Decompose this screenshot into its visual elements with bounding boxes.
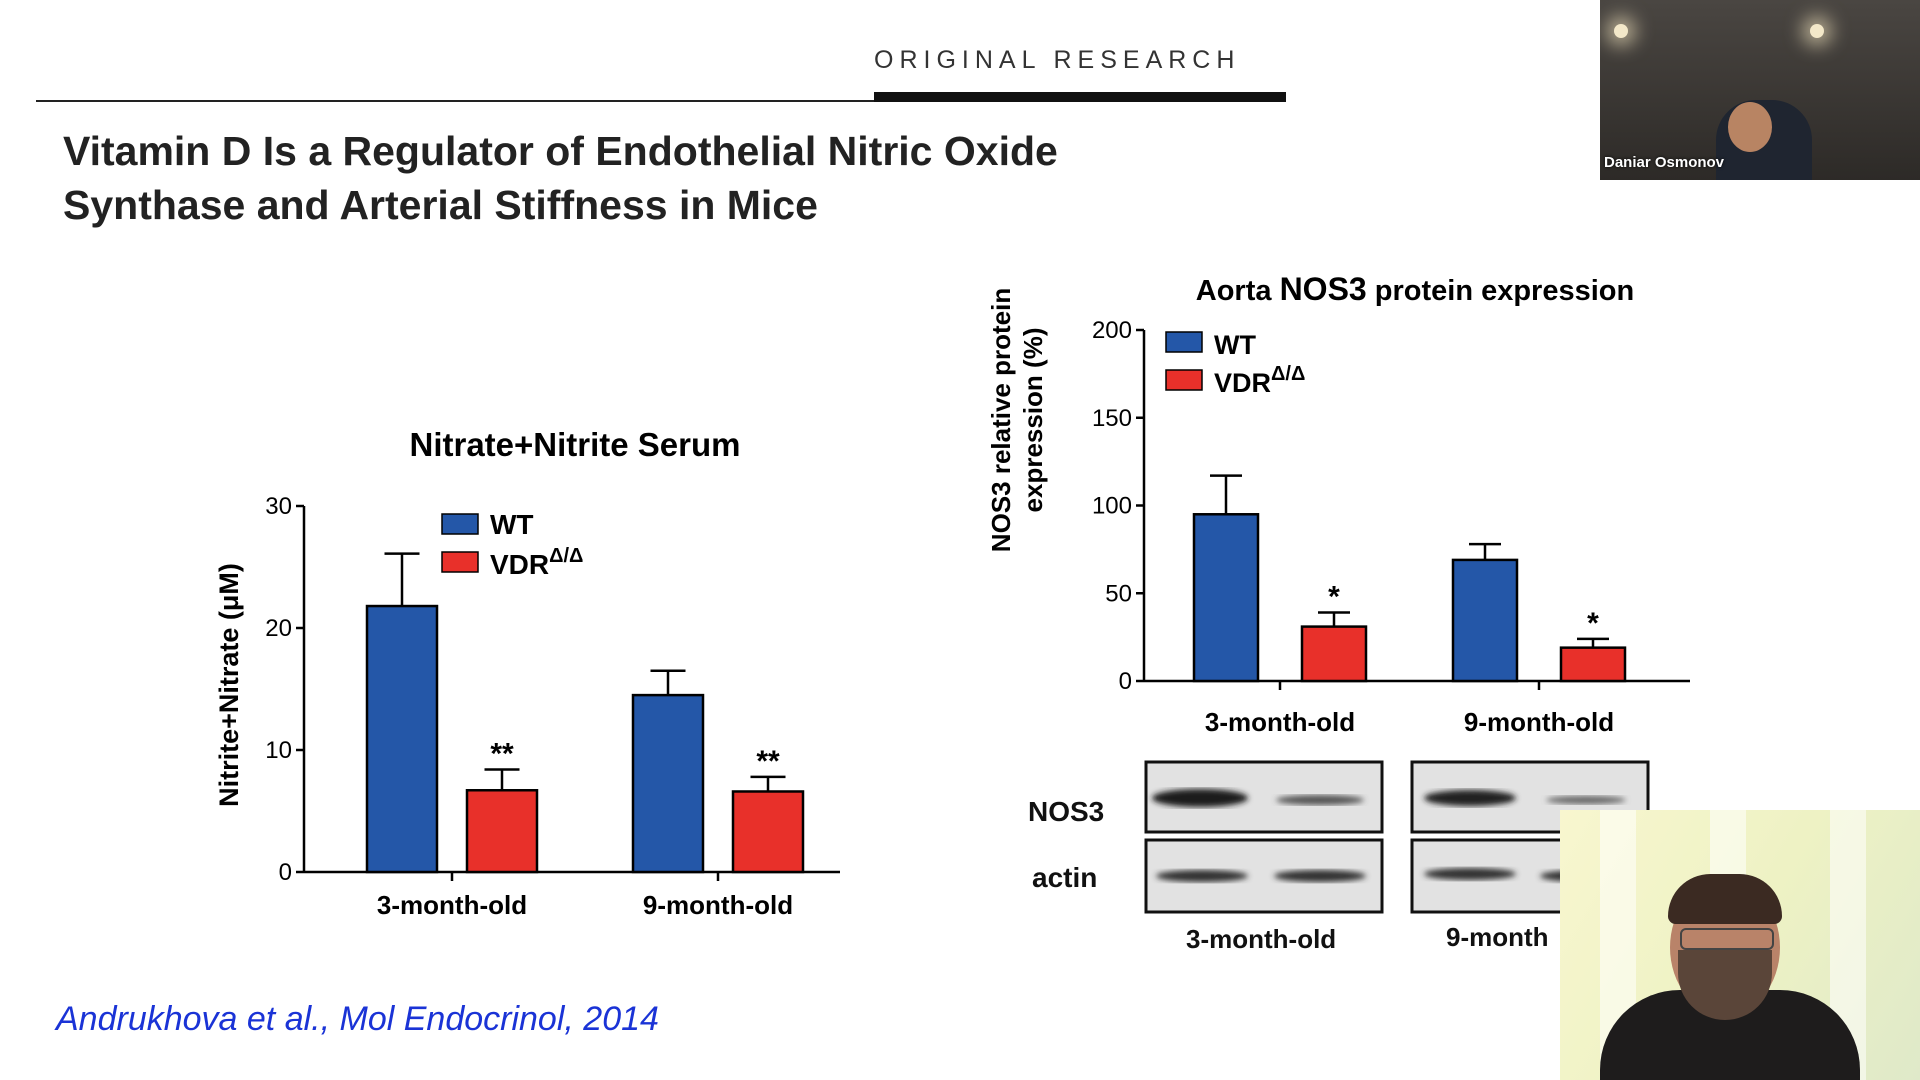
y-tick-label: 0 [279, 859, 292, 886]
speaker-video-tile[interactable] [1560, 810, 1920, 1080]
blot-row-label-actin: actin [1032, 862, 1098, 893]
lamp-light [1614, 24, 1628, 38]
citation: Andrukhova et al., Mol Endocrinol, 2014 [56, 1000, 659, 1038]
significance-marker: * [1328, 581, 1340, 614]
slide-title-line-1: Vitamin D Is a Regulator of Endothelial … [63, 128, 1058, 174]
participant-name: Daniar Osmonov [1604, 154, 1725, 171]
bar-wt-9-month-old [1451, 558, 1519, 683]
legend-label-vdr-sup: Δ/Δ [549, 545, 583, 567]
legend: WT VDRΔ/Δ [441, 509, 583, 580]
x-category-label: 9-month-old [1464, 707, 1614, 737]
chart-title-part-2: NOS3 [1280, 271, 1367, 307]
y-tick-label: 150 [1092, 405, 1132, 432]
slide-title: Vitamin D Is a Regulator of Endothelial … [63, 124, 1313, 232]
band-nos3-9mo-vdr [1546, 796, 1626, 804]
band-actin-3mo-vdr [1274, 870, 1366, 882]
legend-swatch-vdr [1165, 369, 1203, 391]
legend-label-vdr-sup: Δ/Δ [1271, 363, 1305, 385]
legend-label-vdr: VDRΔ/Δ [490, 545, 583, 580]
blot-row-label-nos3: NOS3 [1028, 796, 1105, 827]
y-tick-label: 200 [1092, 317, 1132, 344]
legend-label-vdr-main: VDR [490, 549, 549, 580]
bar-vdr-9-month-old [731, 790, 805, 874]
y-tick-label: 10 [265, 737, 292, 764]
bar-wt-9-month-old [631, 693, 705, 874]
y-axis-label: Nitrite+Nitrate (μM) [214, 563, 244, 807]
nitrate-nitrite-chart: Nitrate+Nitrite Serum Nitrite+Nitrate (μ… [214, 426, 840, 920]
bar-vdr-3-month-old [465, 789, 539, 874]
participant-head [1728, 102, 1772, 152]
band-nos3-3mo-vdr [1276, 795, 1364, 805]
slide-title-line-2: Synthase and Arterial Stiffness in Mice [63, 182, 818, 228]
y-axis-label-line-2: expression (%) [1018, 328, 1048, 513]
y-tick-label: 50 [1105, 580, 1132, 607]
y-tick-label: 30 [265, 493, 292, 520]
significance-marker: * [1587, 607, 1599, 640]
x-category-label: 3-month-old [377, 890, 527, 920]
chart-title-part-1: Aorta [1196, 275, 1280, 307]
legend-label-vdr: VDRΔ/Δ [1214, 363, 1305, 398]
legend-label-wt: WT [1214, 330, 1256, 360]
section-label: ORIGINAL RESEARCH [874, 46, 1241, 74]
y-axis-label-line-1: NOS3 relative protein [986, 288, 1016, 552]
y-tick-label: 0 [1119, 668, 1132, 695]
legend-swatch-wt [441, 513, 479, 535]
x-category-label: 3-month-old [1205, 707, 1355, 737]
band-nos3-3mo-wt [1152, 789, 1248, 807]
chart-title-part-3: protein expression [1367, 275, 1635, 307]
y-tick-label: 100 [1092, 493, 1132, 520]
legend-swatch-wt [1165, 331, 1203, 353]
bar-vdr-9-month-old [1559, 646, 1627, 683]
speaker-hair [1668, 874, 1782, 924]
legend: WT VDRΔ/Δ [1165, 330, 1305, 398]
band-actin-3mo-wt [1156, 870, 1248, 882]
significance-marker: ** [756, 745, 780, 778]
legend-swatch-vdr [441, 551, 479, 573]
bar-vdr-3-month-old [1300, 625, 1368, 683]
band-actin-9mo-wt [1424, 868, 1516, 880]
header-rule [36, 100, 1286, 102]
chart-title: Aorta NOS3 protein expression [1196, 271, 1634, 307]
legend-label-vdr-main: VDR [1214, 368, 1271, 398]
participant-video-tile[interactable]: Daniar Osmonov [1600, 0, 1920, 180]
band-nos3-9mo-wt [1424, 790, 1516, 806]
significance-marker: ** [490, 738, 514, 771]
chart-title: Nitrate+Nitrite Serum [409, 426, 740, 463]
blot-group-label-9mo: 9-month [1446, 922, 1549, 952]
speaker-glasses [1680, 928, 1774, 950]
legend-label-wt: WT [490, 509, 534, 540]
nos3-expression-chart: Aorta NOS3 protein expression NOS3 relat… [986, 271, 1690, 737]
western-blot [1144, 760, 1650, 914]
y-tick-label: 20 [265, 615, 292, 642]
header-accent-bar [874, 92, 1286, 102]
lamp-light [1810, 24, 1824, 38]
x-category-label: 9-month-old [643, 890, 793, 920]
bar-wt-3-month-old [1192, 513, 1260, 683]
bar-wt-3-month-old [365, 604, 439, 874]
blot-group-label-3mo: 3-month-old [1186, 924, 1337, 954]
